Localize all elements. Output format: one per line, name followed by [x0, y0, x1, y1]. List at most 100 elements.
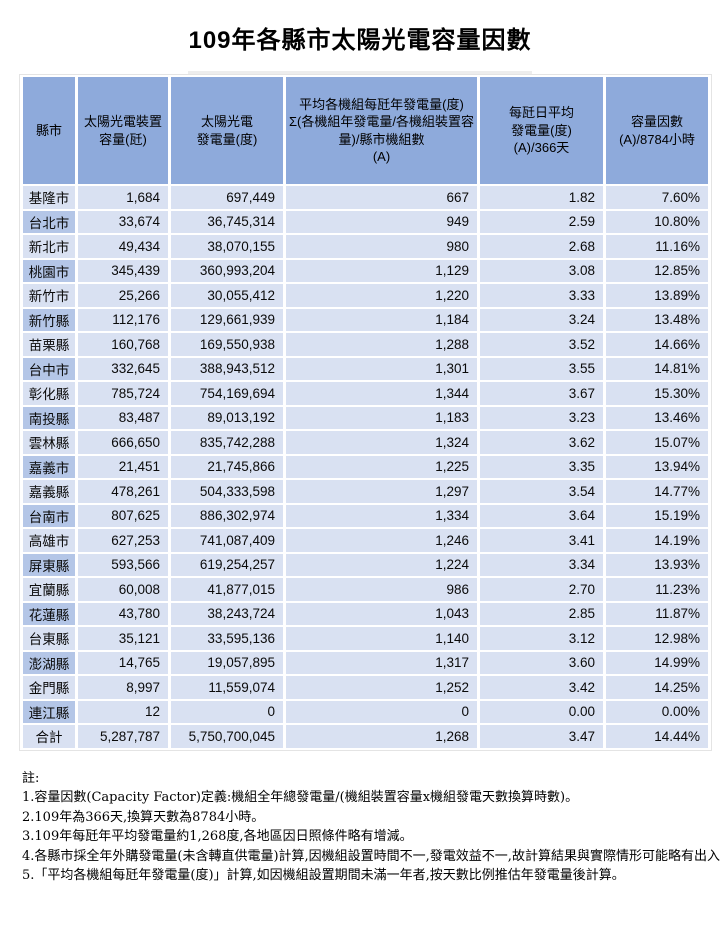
installed-capacity-cell: 60,008 [78, 578, 168, 601]
generation-cell: 89,013,192 [171, 406, 283, 429]
avg-per-kw-year-cell: 1,268 [286, 725, 477, 748]
capacity-factor-cell: 14.44% [606, 725, 708, 748]
capacity-factor-cell: 11.87% [606, 602, 708, 625]
daily-avg-cell: 2.70 [480, 578, 603, 601]
daily-avg-cell: 3.24 [480, 308, 603, 331]
generation-cell: 38,243,724 [171, 602, 283, 625]
capacity-factor-cell: 13.89% [606, 284, 708, 307]
installed-capacity-cell: 8,997 [78, 676, 168, 699]
notes-list: 1.容量因數(Capacity Factor)定義:機組全年總發電量/(機組裝置… [22, 788, 720, 886]
generation-cell: 19,057,895 [171, 651, 283, 674]
notes-heading: 註: [22, 770, 40, 786]
county-header: 縣市 [23, 77, 75, 184]
county-cell: 嘉義市 [23, 455, 75, 478]
report-page: 109年各縣市太陽光電容量因數 縣市 太陽光電裝置 容量(瓩) 太陽光電 發電量(度… [0, 26, 720, 926]
installed-capacity-cell: 49,434 [78, 235, 168, 258]
table-row: 新竹市 25,266 30,055,412 1,220 3.33 13.89% [23, 284, 708, 307]
table-row: 新竹縣 112,176 129,661,939 1,184 3.24 13.48% [23, 308, 708, 331]
table-row: 連江縣 12 0 0 0.00 0.00% [23, 700, 708, 723]
avg-per-kw-year-cell: 1,225 [286, 455, 477, 478]
note-item: 5.「平均各機組每瓩年發電量(度)」計算,如因機組設置期間未滿一年者,按天數比例… [22, 868, 625, 883]
generation-cell: 41,877,015 [171, 578, 283, 601]
installed-capacity-header: 太陽光電裝置 容量(瓩) [78, 77, 168, 184]
page-title: 109年各縣市太陽光電容量因數 [188, 27, 532, 54]
capacity-factor-cell: 7.60% [606, 186, 708, 209]
capacity-factor-cell: 14.81% [606, 357, 708, 380]
installed-capacity-cell: 5,287,787 [78, 725, 168, 748]
generation-cell: 30,055,412 [171, 284, 283, 307]
avg-per-kw-year-cell: 1,183 [286, 406, 477, 429]
county-cell: 苗栗縣 [23, 333, 75, 356]
notes-section: 註: 1.容量因數(Capacity Factor)定義:機組全年總發電量/(機… [22, 769, 720, 886]
avg-per-kw-year-cell: 1,301 [286, 357, 477, 380]
daily-avg-cell: 3.62 [480, 431, 603, 454]
avg-per-kw-year-cell: 1,224 [286, 553, 477, 576]
capacity-factor-cell: 15.30% [606, 382, 708, 405]
capacity-factor-cell: 10.80% [606, 210, 708, 233]
county-cell: 宜蘭縣 [23, 578, 75, 601]
installed-capacity-cell: 14,765 [78, 651, 168, 674]
daily-avg-cell: 3.55 [480, 357, 603, 380]
generation-cell: 741,087,409 [171, 529, 283, 552]
capacity-factor-cell: 0.00% [606, 700, 708, 723]
county-cell: 高雄市 [23, 529, 75, 552]
county-cell: 雲林縣 [23, 431, 75, 454]
avg-per-kw-year-cell: 1,043 [286, 602, 477, 625]
generation-cell: 5,750,700,045 [171, 725, 283, 748]
daily-avg-cell: 0.00 [480, 700, 603, 723]
county-cell: 南投縣 [23, 406, 75, 429]
daily-avg-cell: 3.23 [480, 406, 603, 429]
generation-cell: 0 [171, 700, 283, 723]
capacity-factor-cell: 15.19% [606, 504, 708, 527]
capacity-factor-cell: 14.66% [606, 333, 708, 356]
table-row: 嘉義市 21,451 21,745,866 1,225 3.35 13.94% [23, 455, 708, 478]
capacity-factor-cell: 13.48% [606, 308, 708, 331]
avg-per-kw-year-cell: 1,220 [286, 284, 477, 307]
avg-per-kw-year-cell: 949 [286, 210, 477, 233]
generation-cell: 21,745,866 [171, 455, 283, 478]
note-item: 4.各縣市採全年外購發電量(未含轉直供電量)計算,因機組設置時間不一,發電效益不… [22, 848, 720, 864]
daily-avg-cell: 3.34 [480, 553, 603, 576]
capacity-factor-cell: 11.16% [606, 235, 708, 258]
generation-header: 太陽光電 發電量(度) [171, 77, 283, 184]
table-row: 台中市 332,645 388,943,512 1,301 3.55 14.81% [23, 357, 708, 380]
generation-cell: 36,745,314 [171, 210, 283, 233]
county-cell: 台南市 [23, 504, 75, 527]
table-row: 屏東縣 593,566 619,254,257 1,224 3.34 13.93% [23, 553, 708, 576]
daily-avg-cell: 3.33 [480, 284, 603, 307]
generation-cell: 504,333,598 [171, 480, 283, 503]
generation-cell: 33,595,136 [171, 627, 283, 650]
daily-avg-cell: 2.85 [480, 602, 603, 625]
installed-capacity-cell: 807,625 [78, 504, 168, 527]
installed-capacity-cell: 785,724 [78, 382, 168, 405]
daily-avg-cell: 3.60 [480, 651, 603, 674]
county-cell: 台北市 [23, 210, 75, 233]
daily-avg-cell: 2.59 [480, 210, 603, 233]
table-row: 桃園市 345,439 360,993,204 1,129 3.08 12.85% [23, 259, 708, 282]
installed-capacity-cell: 33,674 [78, 210, 168, 233]
county-cell: 合計 [23, 725, 75, 748]
county-cell: 新竹縣 [23, 308, 75, 331]
capacity-factor-cell: 13.46% [606, 406, 708, 429]
avg-per-kw-year-cell: 1,344 [286, 382, 477, 405]
county-cell: 彰化縣 [23, 382, 75, 405]
avg-per-kw-year-cell: 1,297 [286, 480, 477, 503]
installed-capacity-cell: 12 [78, 700, 168, 723]
county-cell: 基隆市 [23, 186, 75, 209]
daily-avg-cell: 2.68 [480, 235, 603, 258]
avg-per-kw-year-cell: 1,246 [286, 529, 477, 552]
daily-avg-cell: 3.41 [480, 529, 603, 552]
avg-per-kw-year-header: 平均各機組每瓩年發電量(度) Σ(各機組年發電量/各機組裝置容量)/縣市機組數 … [286, 77, 477, 184]
daily-avg-cell: 3.64 [480, 504, 603, 527]
capacity-factor-cell: 12.85% [606, 259, 708, 282]
daily-avg-cell: 3.52 [480, 333, 603, 356]
avg-per-kw-year-cell: 980 [286, 235, 477, 258]
table-row: 高雄市 627,253 741,087,409 1,246 3.41 14.19% [23, 529, 708, 552]
capacity-factor-cell: 12.98% [606, 627, 708, 650]
installed-capacity-cell: 627,253 [78, 529, 168, 552]
title-divider [188, 71, 532, 74]
generation-cell: 169,550,938 [171, 333, 283, 356]
county-cell: 金門縣 [23, 676, 75, 699]
installed-capacity-cell: 345,439 [78, 259, 168, 282]
county-cell: 花蓮縣 [23, 602, 75, 625]
